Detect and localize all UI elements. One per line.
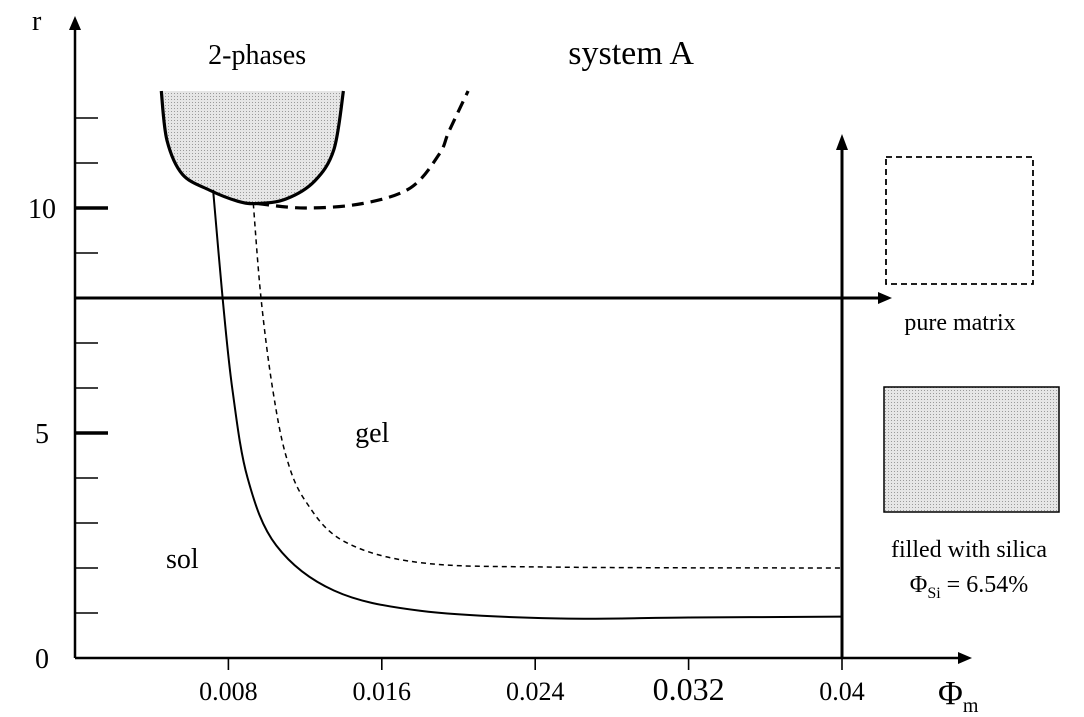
legend-label-phi-si: ΦSi = 6.54% bbox=[910, 572, 1028, 602]
curve-dashed-thin bbox=[252, 203, 843, 569]
y-tick-label: 5 bbox=[35, 419, 49, 450]
two-phase-region-fill bbox=[161, 91, 344, 204]
legend-label-pure-matrix: pure matrix bbox=[904, 310, 1015, 336]
curve-solid-thin bbox=[212, 189, 843, 620]
x-tick-label: 0.016 bbox=[353, 677, 412, 706]
curve-dashed-bold bbox=[257, 90, 470, 210]
annotation-label: 2-phases bbox=[208, 40, 306, 71]
y-tick-label: 0 bbox=[35, 644, 49, 675]
x-tick-label: 0.032 bbox=[653, 671, 725, 707]
legend-box-pure-matrix bbox=[885, 156, 1034, 285]
curve-solid-bold bbox=[159, 90, 345, 206]
curves-group bbox=[159, 90, 843, 620]
annotation-label: gel bbox=[355, 418, 389, 449]
x-tick-label: 0.04 bbox=[819, 677, 865, 706]
annotations-group: 2-phases system A gel sol bbox=[166, 35, 694, 575]
y-axis-ticks: 0 5 10 bbox=[28, 117, 108, 675]
y-axis-arrowhead bbox=[69, 16, 81, 30]
y-axis-label: r bbox=[32, 6, 42, 37]
x-axis-ticks: 0.008 0.016 0.024 0.032 0.04 bbox=[199, 658, 865, 707]
y-tick-label: 10 bbox=[28, 194, 56, 225]
vertical-arrow-head bbox=[836, 134, 848, 150]
legend-box-filled-silica bbox=[883, 386, 1060, 513]
x-tick-label: 0.008 bbox=[199, 677, 258, 706]
x-tick-label: 0.024 bbox=[506, 677, 565, 706]
x-axis-label: Φm bbox=[938, 675, 979, 717]
x-axis-arrowhead bbox=[958, 652, 972, 664]
annotation-label: sol bbox=[166, 544, 199, 575]
legend-label-filled-silica: filled with silica bbox=[891, 537, 1047, 563]
horizontal-arrow-head bbox=[878, 292, 892, 304]
annotation-label: system A bbox=[568, 35, 694, 72]
